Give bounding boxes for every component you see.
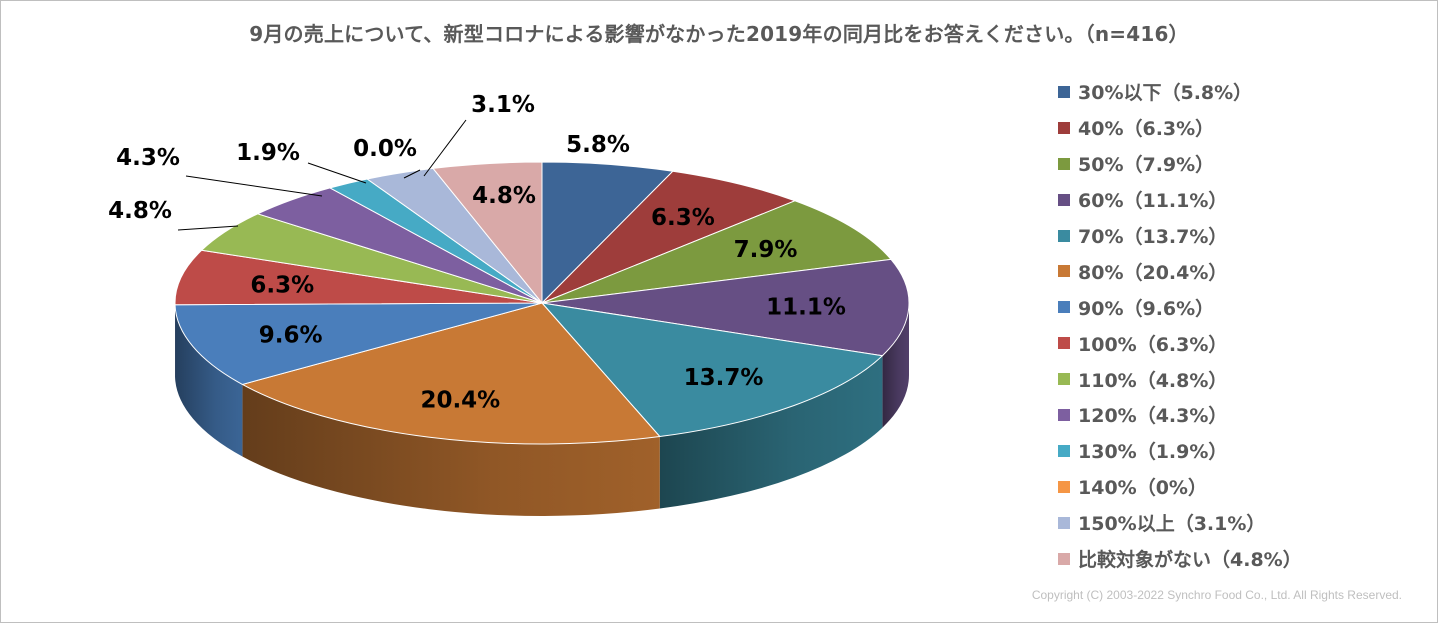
pie-slice-7	[174, 249, 543, 306]
data-label-5: 20.4%	[420, 388, 500, 414]
legend-swatch-11	[1058, 480, 1070, 493]
data-label-13: 4.8%	[472, 183, 536, 209]
legend-label-9: 120%（4.3%）	[1078, 405, 1228, 428]
pie-slice-3	[541, 258, 910, 357]
pie-slice-4	[540, 302, 884, 438]
legend-swatch-1	[1058, 121, 1070, 134]
legend-swatch-5	[1058, 265, 1070, 278]
legend-item-4: 70%（13.7%）	[1058, 218, 1302, 254]
legend-label-4: 70%（13.7%）	[1078, 226, 1228, 248]
legend-item-3: 60%（11.1%）	[1058, 182, 1302, 218]
data-label-11: 0.0%	[353, 136, 417, 162]
pie-side-5	[242, 384, 660, 516]
legend-item-13: 比較対象がない（4.8%）	[1058, 541, 1302, 577]
data-label-6: 9.6%	[259, 322, 323, 348]
legend-swatch-12	[1058, 516, 1070, 529]
legend-swatch-2	[1058, 157, 1070, 170]
leader-line-10	[307, 162, 367, 184]
pie-side-walls	[175, 303, 909, 516]
pie-labels: 5.8% 6.3% 7.9% 11.1% 13.7% 20.4% 9.6% 6.3% 4.8% 4…	[108, 92, 846, 414]
legend-swatch-13	[1058, 552, 1070, 565]
legend-item-8: 110%（4.8%）	[1058, 361, 1302, 397]
leader-line-11	[403, 169, 421, 179]
data-label-0: 5.8%	[566, 132, 630, 158]
data-label-12: 3.1%	[471, 92, 535, 118]
leader-line-12	[423, 119, 467, 177]
chart-legend: 30%以下（5.8%） 40%（6.3%） 50%（7.9%） 60%（11.1%） 7…	[1058, 74, 1302, 576]
legend-swatch-7	[1058, 337, 1070, 350]
legend-label-5: 80%（20.4%）	[1078, 261, 1228, 284]
data-label-1: 6.3%	[651, 205, 715, 231]
leader-line-9	[185, 175, 323, 197]
pie-slice-13	[432, 161, 543, 305]
legend-label-11: 140%（0%）	[1078, 477, 1207, 500]
legend-label-1: 40%（6.3%）	[1078, 118, 1215, 141]
legend-item-5: 80%（20.4%）	[1058, 253, 1302, 289]
legend-item-1: 40%（6.3%）	[1058, 110, 1302, 146]
legend-swatch-6	[1058, 301, 1070, 314]
pie-top	[174, 161, 910, 445]
pie-side-3	[882, 303, 909, 428]
legend-swatch-8	[1058, 373, 1070, 386]
legend-label-10: 130%（1.9%）	[1078, 441, 1228, 464]
legend-item-12: 150%以上（3.1%）	[1058, 505, 1302, 541]
legend-item-6: 90%（9.6%）	[1058, 289, 1302, 325]
chart-title: 9月の売上について、新型コロナによる影響がなかった2019年の同月比をお答えくだ…	[249, 22, 1189, 46]
pie-slice-5	[241, 302, 661, 445]
legend-label-6: 90%（9.6%）	[1078, 297, 1215, 320]
legend-item-10: 130%（1.9%）	[1058, 433, 1302, 469]
pie-slice-2	[541, 200, 893, 304]
data-label-2: 7.9%	[734, 237, 798, 263]
legend-swatch-0	[1058, 85, 1070, 98]
legend-item-0: 30%以下（5.8%）	[1058, 74, 1302, 110]
legend-label-2: 50%（7.9%）	[1078, 154, 1215, 177]
legend-item-9: 120%（4.3%）	[1058, 397, 1302, 433]
legend-swatch-9	[1058, 408, 1070, 421]
data-label-9: 4.3%	[116, 145, 180, 171]
legend-swatch-10	[1058, 444, 1070, 457]
legend-swatch-4	[1058, 229, 1070, 242]
leader-line-8	[177, 225, 239, 231]
legend-item-7: 100%（6.3%）	[1058, 325, 1302, 361]
data-label-4: 13.7%	[684, 365, 764, 391]
copyright-text: Copyright (C) 2003-2022 Synchro Food Co.…	[1031, 588, 1402, 602]
legend-label-7: 100%（6.3%）	[1078, 333, 1228, 356]
legend-label-12: 150%以上（3.1%）	[1078, 513, 1266, 536]
pie-slice-6	[174, 302, 543, 385]
legend-swatch-3	[1058, 193, 1070, 206]
data-label-3: 11.1%	[766, 295, 846, 321]
legend-label-8: 110%（4.8%）	[1078, 369, 1228, 392]
legend-label-3: 60%（11.1%）	[1078, 190, 1228, 213]
legend-item-2: 50%（7.9%）	[1058, 146, 1302, 182]
data-label-10: 1.9%	[236, 140, 300, 166]
pie-slice-0	[541, 161, 674, 305]
pie-slice-1	[541, 170, 797, 304]
pie-side-6	[175, 304, 243, 457]
legend-label-0: 30%以下（5.8%）	[1078, 82, 1253, 105]
data-label-7: 6.3%	[250, 272, 314, 298]
pie-side-4	[659, 355, 883, 509]
legend-label-13: 比較対象がない（4.8%）	[1078, 549, 1302, 572]
legend-item-11: 140%（0%）	[1058, 469, 1302, 505]
data-label-8: 4.8%	[108, 198, 172, 224]
